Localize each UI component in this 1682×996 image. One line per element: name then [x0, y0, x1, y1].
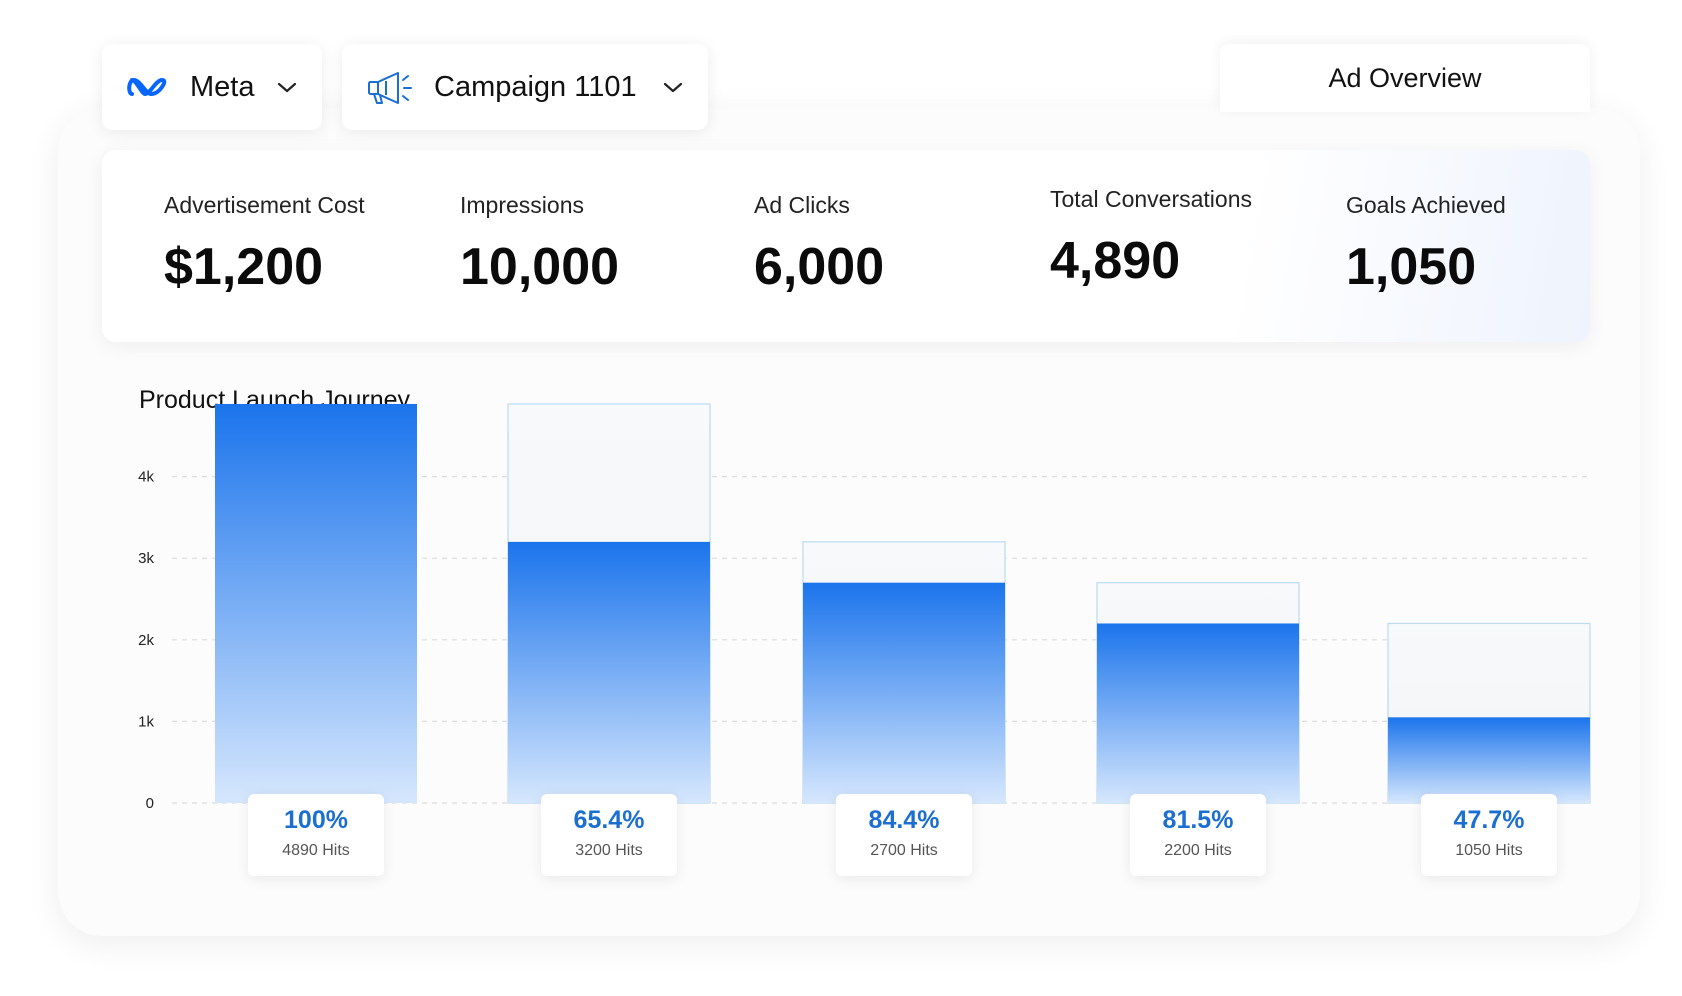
- stat-label: Impressions: [460, 192, 584, 218]
- stat-value: 6,000: [754, 238, 885, 296]
- ad-overview-tab[interactable]: Ad Overview: [1220, 44, 1590, 112]
- chevron-down-icon: [277, 82, 297, 93]
- stat-label: Goals Achieved: [1346, 192, 1506, 218]
- platform-dropdown[interactable]: Meta: [102, 44, 322, 130]
- stat-value: $1,200: [164, 238, 324, 296]
- stats-panel: Advertisement Cost $1,200 Impressions 10…: [102, 150, 1590, 342]
- stat-advertisement-cost: Advertisement Cost $1,200: [164, 192, 365, 297]
- funnel-bar: [1388, 717, 1590, 803]
- stage-label-card: 65.4% 3200 Hits: [541, 794, 677, 876]
- stage-percent: 100%: [284, 806, 348, 834]
- stage-hits: 3200 Hits: [575, 842, 643, 859]
- funnel-bar: [1097, 623, 1299, 803]
- y-tick-label: 4k: [138, 469, 154, 486]
- stat-label: Advertisement Cost: [164, 192, 365, 218]
- y-tick-label: 3k: [138, 550, 154, 567]
- stat-ad-clicks: Ad Clicks 6,000: [754, 192, 884, 297]
- megaphone-icon: [368, 72, 412, 104]
- y-tick-label: 0: [146, 795, 154, 812]
- stage-hits: 2200 Hits: [1164, 842, 1232, 859]
- stage-percent: 47.7%: [1453, 806, 1525, 834]
- stage-hits: 2700 Hits: [870, 842, 938, 859]
- stage-hits: 4890 Hits: [282, 842, 350, 859]
- stat-value: 1,050: [1346, 238, 1477, 296]
- stage-label-card: 100% 4890 Hits: [248, 794, 384, 876]
- y-tick-label: 1k: [138, 713, 154, 730]
- funnel-bar: [803, 582, 1005, 803]
- stat-goals-achieved: Goals Achieved 1,050: [1346, 192, 1506, 297]
- stat-value: 4,890: [1050, 232, 1181, 290]
- stage-hits: 1050 Hits: [1455, 842, 1523, 859]
- stat-value: 10,000: [460, 238, 620, 296]
- campaign-label: Campaign 1101: [434, 70, 637, 103]
- stat-label: Ad Clicks: [754, 192, 850, 218]
- stage-percent: 81.5%: [1162, 806, 1234, 834]
- stat-impressions: Impressions 10,000: [460, 192, 619, 297]
- stage-label-card: 84.4% 2700 Hits: [836, 794, 972, 876]
- stage-label-card: 81.5% 2200 Hits: [1130, 794, 1266, 876]
- stage-label-card: 47.7% 1050 Hits: [1421, 794, 1557, 876]
- chevron-down-icon: [663, 82, 683, 93]
- funnel-bar: [508, 541, 710, 803]
- y-tick-label: 2k: [138, 632, 154, 649]
- campaign-dropdown[interactable]: Campaign 1101: [342, 44, 708, 130]
- stage-percent: 65.4%: [573, 806, 645, 834]
- funnel-bar: [215, 403, 417, 803]
- stage-percent: 84.4%: [868, 806, 940, 834]
- stat-total-conversations: Total Conversations 4,890: [1050, 186, 1252, 291]
- meta-logo-icon: [127, 77, 167, 97]
- platform-label: Meta: [190, 70, 255, 103]
- stat-label: Total Conversations: [1050, 186, 1252, 212]
